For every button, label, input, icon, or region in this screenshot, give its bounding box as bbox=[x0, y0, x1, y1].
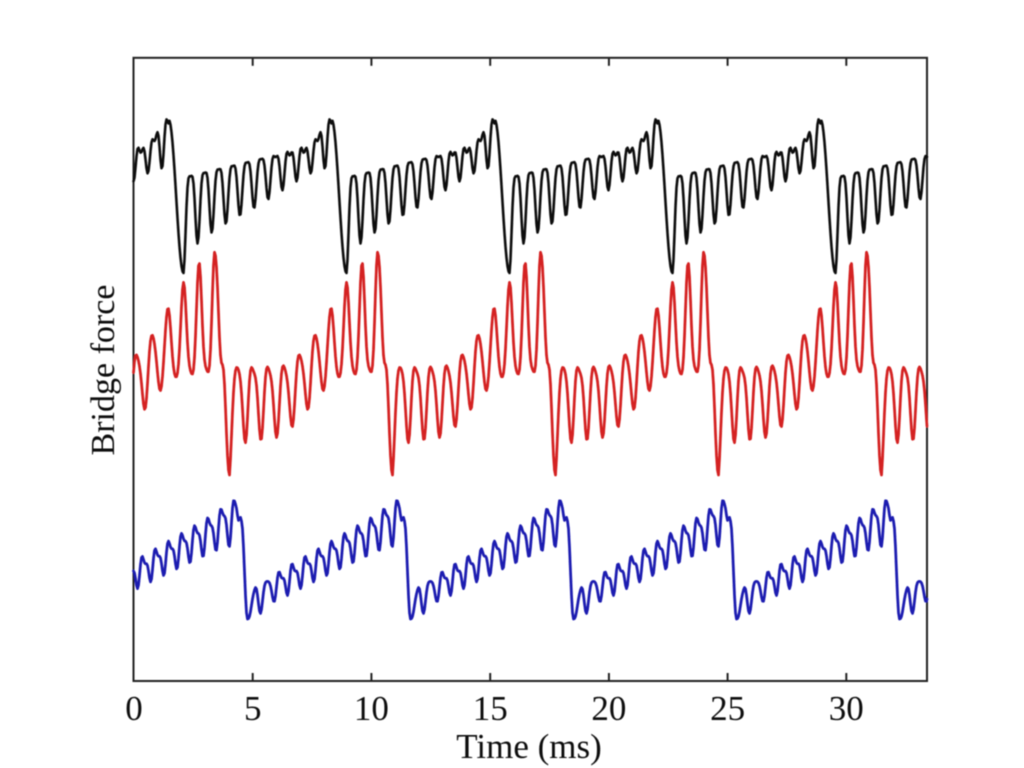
svg-text:0: 0 bbox=[125, 689, 143, 728]
svg-text:5: 5 bbox=[244, 689, 262, 728]
svg-text:30: 30 bbox=[829, 689, 864, 728]
svg-text:20: 20 bbox=[591, 689, 626, 728]
svg-text:Bridge force: Bridge force bbox=[85, 285, 122, 456]
svg-text:10: 10 bbox=[354, 689, 389, 728]
svg-text:15: 15 bbox=[473, 689, 508, 728]
svg-text:Time (ms): Time (ms) bbox=[456, 727, 602, 766]
svg-text:25: 25 bbox=[710, 689, 745, 728]
